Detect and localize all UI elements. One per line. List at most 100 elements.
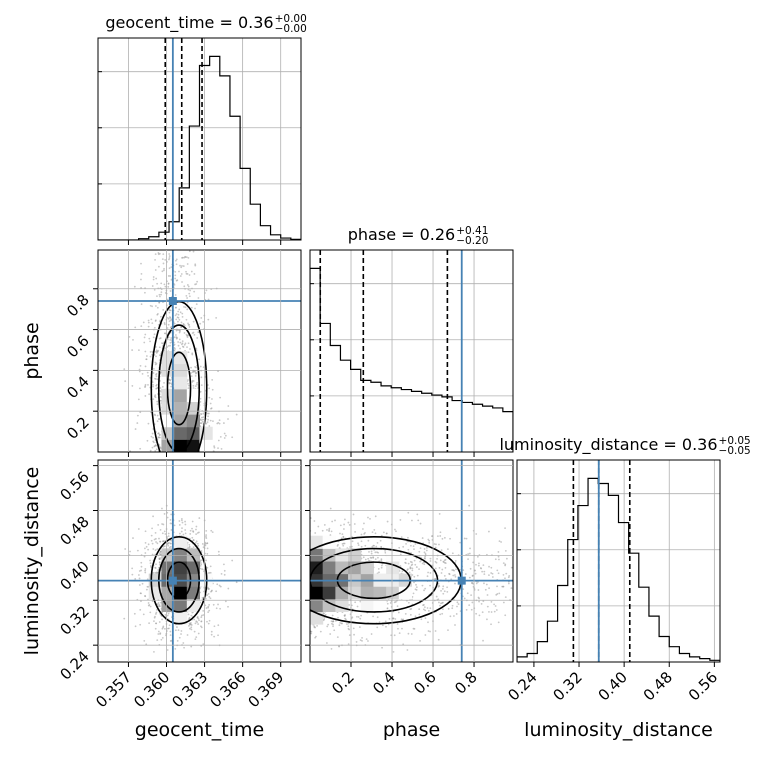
scatter-point bbox=[426, 607, 429, 609]
scatter-point bbox=[153, 326, 156, 329]
scatter-point bbox=[223, 432, 226, 435]
scatter-point bbox=[219, 435, 222, 438]
scatter-point bbox=[134, 326, 137, 329]
scatter-point bbox=[411, 567, 414, 570]
scatter-point bbox=[192, 320, 195, 323]
scatter-point bbox=[349, 546, 351, 548]
scatter-point bbox=[145, 355, 148, 357]
scatter-point bbox=[151, 446, 154, 449]
scatter-point bbox=[148, 603, 151, 606]
scatter-point bbox=[147, 384, 149, 386]
scatter-point bbox=[370, 550, 373, 553]
scatter-point bbox=[184, 523, 187, 526]
scatter-point bbox=[173, 524, 176, 527]
scatter-point bbox=[211, 378, 214, 381]
scatter-point bbox=[217, 370, 219, 373]
scatter-point bbox=[147, 321, 150, 324]
scatter-point bbox=[414, 543, 417, 545]
scatter-point bbox=[507, 582, 510, 585]
scatter-point bbox=[149, 611, 152, 614]
scatter-point bbox=[373, 544, 375, 547]
scatter-point bbox=[369, 517, 371, 520]
scatter-point bbox=[205, 559, 207, 562]
scatter-point bbox=[427, 609, 430, 612]
scatter-point bbox=[438, 567, 441, 569]
scatter-point bbox=[377, 567, 380, 570]
scatter-point bbox=[186, 634, 189, 636]
scatter-point bbox=[155, 541, 157, 543]
scatter-point bbox=[437, 598, 440, 601]
scatter-point bbox=[206, 594, 209, 597]
scatter-point bbox=[150, 318, 153, 321]
scatter-point bbox=[491, 572, 494, 575]
scatter-point bbox=[167, 535, 170, 538]
scatter-point bbox=[141, 582, 144, 585]
scatter-point bbox=[200, 559, 203, 562]
scatter-point bbox=[437, 582, 440, 585]
scatter-point bbox=[150, 539, 153, 542]
scatter-point bbox=[507, 576, 510, 579]
scatter-point bbox=[146, 439, 149, 442]
scatter-point bbox=[168, 258, 170, 261]
scatter-point bbox=[155, 611, 158, 614]
scatter-point bbox=[169, 640, 172, 642]
scatter-point bbox=[140, 303, 143, 306]
scatter-point bbox=[343, 528, 345, 530]
scatter-point bbox=[441, 601, 444, 604]
scatter-point bbox=[181, 265, 183, 267]
scatter-point bbox=[393, 634, 396, 637]
scatter-point bbox=[210, 529, 213, 532]
scatter-point bbox=[319, 630, 322, 633]
scatter-point bbox=[484, 588, 487, 591]
scatter-point bbox=[446, 586, 449, 589]
scatter-point bbox=[180, 266, 183, 269]
scatter-point bbox=[154, 566, 157, 569]
scatter-point bbox=[139, 623, 142, 626]
scatter-point bbox=[439, 604, 441, 607]
density-cell bbox=[199, 439, 213, 452]
density-cell bbox=[161, 586, 175, 600]
scatter-point bbox=[201, 596, 204, 599]
scatter-point bbox=[436, 557, 438, 560]
scatter-point bbox=[401, 570, 404, 573]
scatter-point bbox=[139, 364, 142, 367]
scatter-point bbox=[145, 545, 148, 548]
scatter-point bbox=[490, 566, 493, 569]
scatter-point bbox=[207, 592, 210, 595]
scatter-point bbox=[167, 285, 170, 288]
scatter-point bbox=[177, 629, 180, 632]
scatter-point bbox=[154, 627, 157, 630]
scatter-point bbox=[174, 277, 177, 280]
density-cell bbox=[174, 388, 188, 402]
scatter-point bbox=[156, 548, 159, 550]
scatter-point bbox=[207, 415, 210, 418]
scatter-point bbox=[488, 610, 490, 613]
scatter-point bbox=[345, 618, 347, 621]
scatter-point bbox=[188, 292, 191, 295]
scatter-point bbox=[168, 546, 171, 549]
scatter-point bbox=[155, 622, 158, 625]
scatter-point bbox=[444, 562, 447, 565]
scatter-point bbox=[409, 608, 412, 611]
scatter-point bbox=[401, 627, 403, 630]
scatter-point bbox=[160, 315, 162, 318]
scatter-point bbox=[193, 333, 196, 336]
scatter-point bbox=[213, 635, 216, 638]
scatter-point bbox=[497, 555, 500, 558]
scatter-point bbox=[144, 571, 147, 574]
scatter-point bbox=[363, 522, 365, 525]
scatter-point bbox=[202, 546, 205, 549]
scatter-point bbox=[457, 603, 460, 605]
panel-frame bbox=[97, 249, 302, 453]
scatter-point bbox=[468, 604, 471, 607]
scatter-point bbox=[177, 310, 180, 313]
scatter-point bbox=[183, 305, 185, 308]
scatter-point bbox=[148, 622, 151, 625]
scatter-point bbox=[371, 545, 374, 548]
scatter-point bbox=[323, 616, 326, 619]
scatter-point bbox=[153, 333, 156, 336]
scatter-point bbox=[136, 549, 139, 552]
scatter-point bbox=[149, 355, 152, 358]
scatter-point bbox=[429, 630, 431, 633]
scatter-point bbox=[217, 439, 220, 442]
